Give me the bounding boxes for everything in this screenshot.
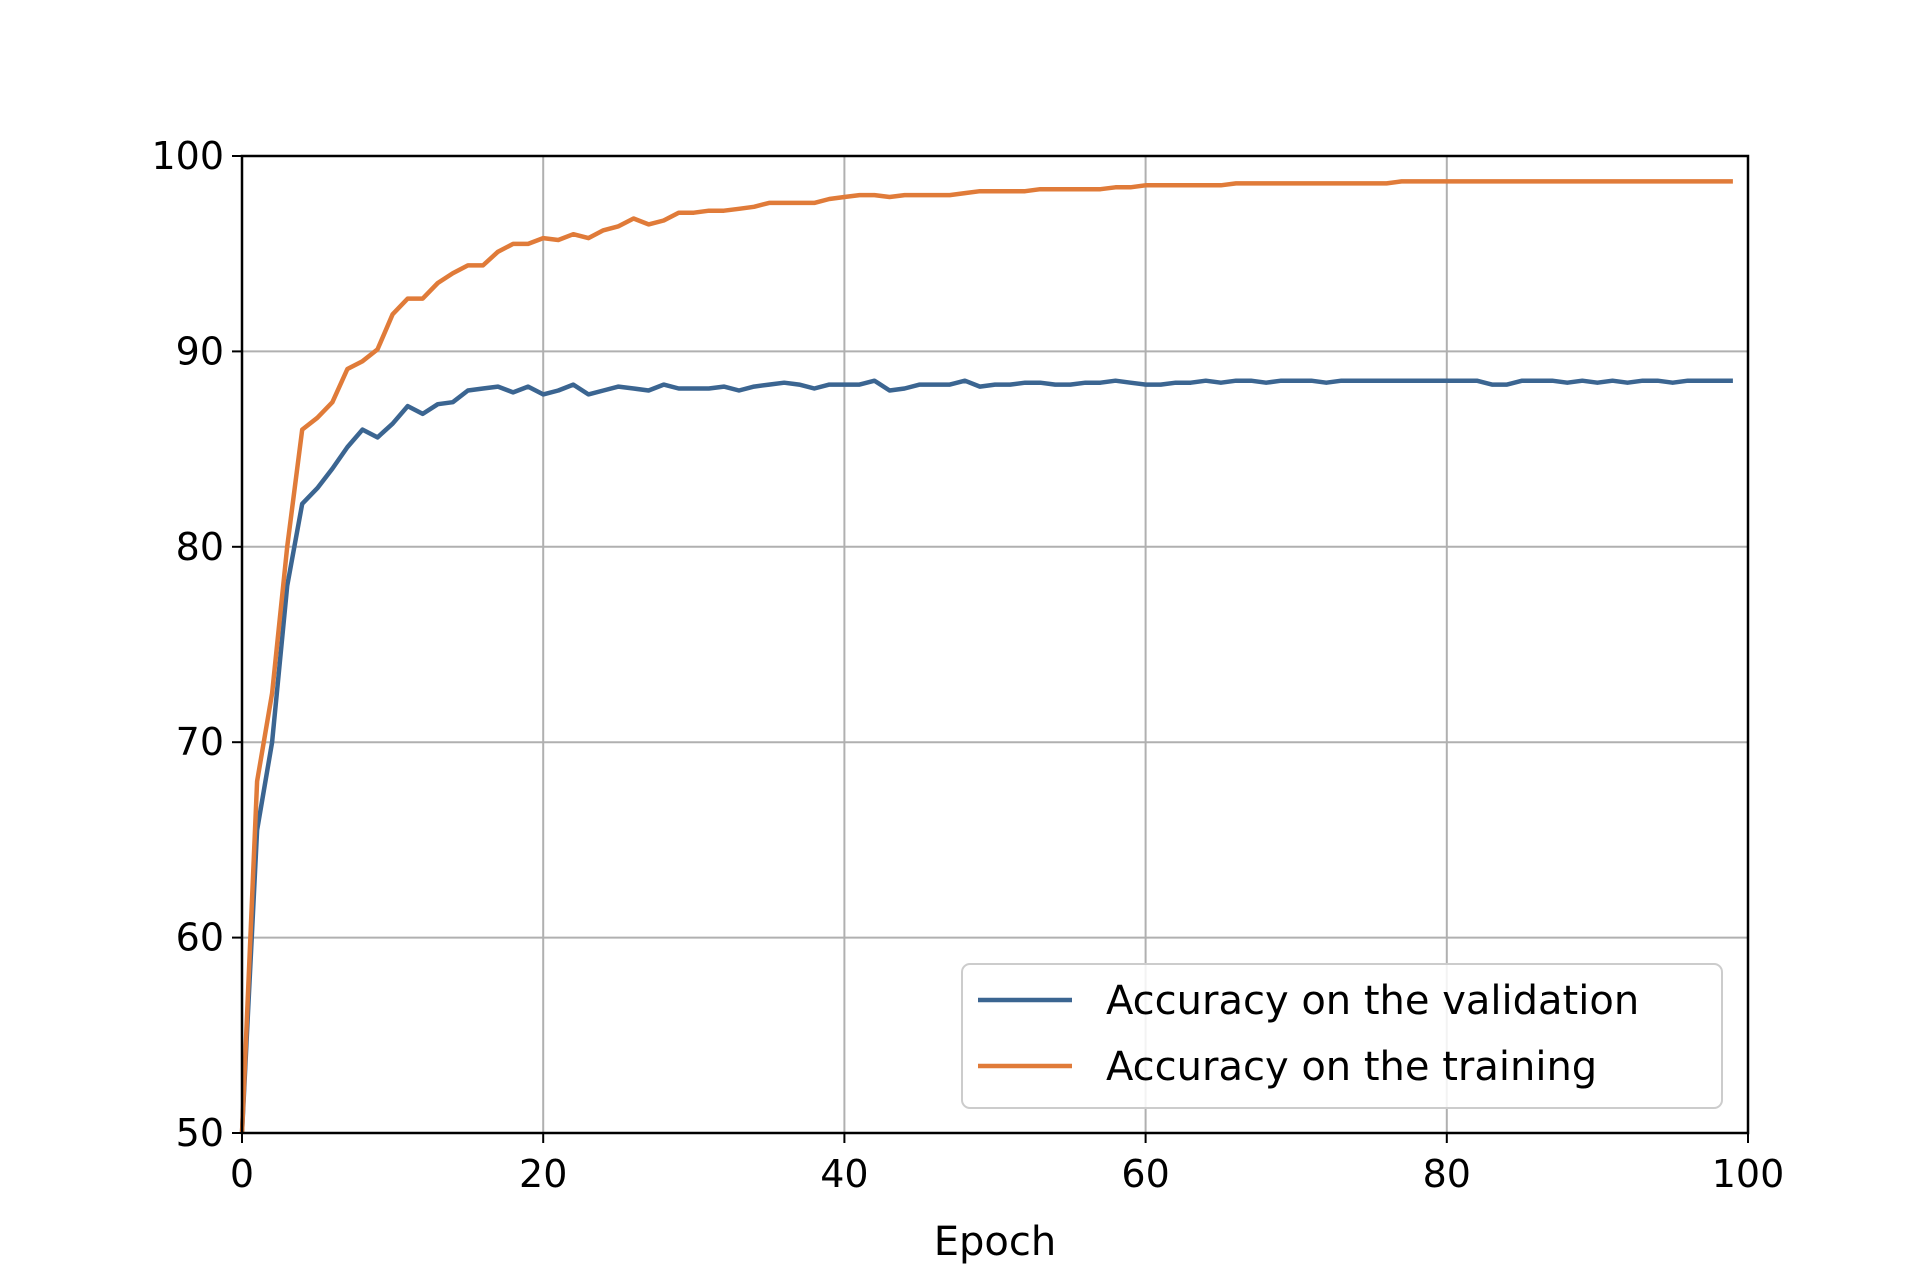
x-tick-label: 100 [1712,1152,1785,1196]
x-axis-label: Epoch [934,1219,1056,1265]
series-line-1 [239,378,1733,1134]
plot-frame [240,154,1750,1135]
series-layer [239,179,1733,1134]
x-tick-label: 20 [519,1152,567,1196]
y-tick-label: 70 [176,720,224,764]
y-tick-label: 80 [176,525,224,569]
y-tick-label: 50 [176,1111,224,1155]
axis-ticks: 0 20 40 60 80 100 50 60 70 80 90 100 [151,134,1784,1196]
y-tick-label: 100 [151,134,224,178]
x-tick-label: 60 [1121,1152,1169,1196]
legend-label: Accuracy on the validation [1106,978,1639,1024]
legend-box [961,963,1723,1109]
series-line-2 [239,179,1733,1134]
y-tick-label: 90 [176,329,224,373]
x-tick-label: 0 [230,1152,254,1196]
y-tick-label: 60 [176,916,224,960]
grid-lines [241,155,1749,1134]
legend: Accuracy on the validation Accuracy on th… [961,963,1723,1109]
legend-label: Accuracy on the training [1106,1044,1597,1090]
x-tick-label: 80 [1423,1152,1471,1196]
x-tick-label: 40 [820,1152,868,1196]
